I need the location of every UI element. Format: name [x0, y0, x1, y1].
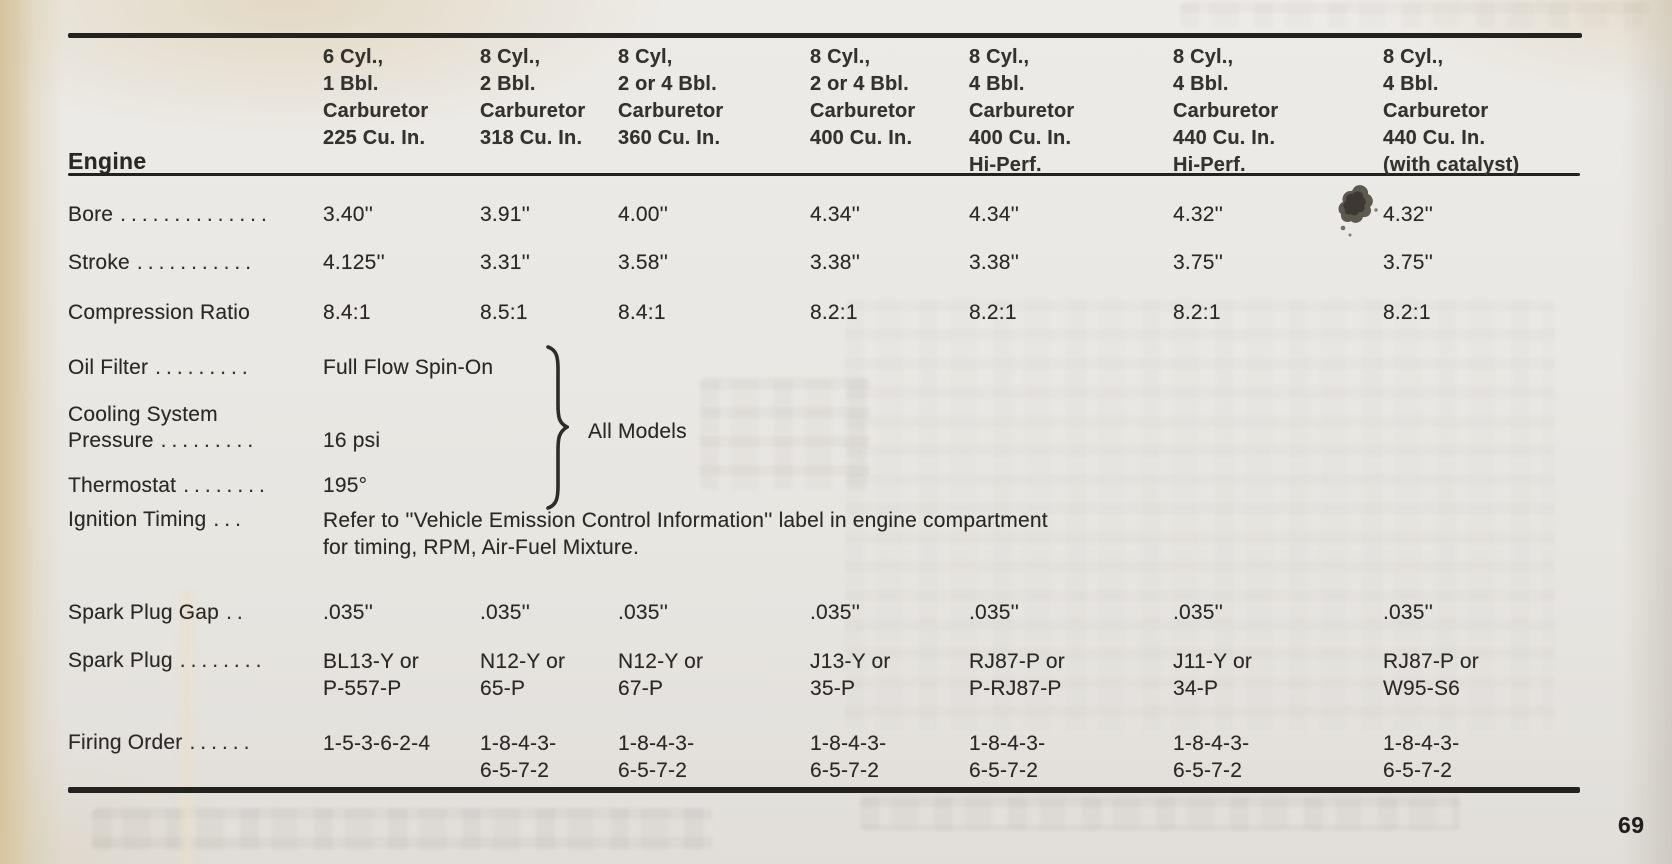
leader-dots: ...........: [136, 251, 257, 274]
spec-row-thermostat: Thermostat........ 195°: [68, 473, 1608, 499]
column-header-225: 6 Cyl., 1 Bbl. Carburetor 225 Cu. In.: [323, 46, 429, 149]
bleed-through-texture: [92, 808, 712, 850]
row-label: Compression Ratio: [68, 301, 250, 324]
spec-value: 4.32'': [1173, 203, 1224, 226]
spec-value: 4.00'': [618, 203, 669, 226]
spec-value: 1-8-4-3- 6-5-7-2: [480, 732, 557, 782]
spec-value: 1-8-4-3- 6-5-7-2: [1383, 732, 1460, 782]
spec-row-spark-plug-gap: Spark Plug Gap.. .035'' .035'' .035'' .0…: [68, 600, 1608, 626]
spec-value: .035'': [1383, 601, 1434, 624]
leader-dots: .........: [160, 429, 259, 452]
ink-blot-icon: [1338, 185, 1378, 237]
spec-value: BL13-Y or P-557-P: [323, 650, 419, 700]
spec-value: Full Flow Spin-On: [323, 356, 494, 379]
spec-value: 1-8-4-3- 6-5-7-2: [969, 732, 1046, 782]
table-top-rule: [68, 33, 1582, 38]
spec-value: 3.75'': [1173, 251, 1224, 274]
bleed-through-texture: [860, 796, 1460, 830]
spec-value: 4.32'': [1383, 203, 1434, 226]
spec-value: 3.58'': [618, 251, 669, 274]
leader-dots: .........: [155, 356, 253, 379]
row-label: Spark Plug........: [68, 649, 267, 672]
spec-value: J13-Y or 35-P: [810, 650, 891, 700]
spec-value: .035'': [323, 601, 374, 624]
row-label: Cooling System Pressure.........: [68, 403, 259, 452]
spec-value: 3.91'': [480, 203, 531, 226]
spec-value: N12-Y or 65-P: [480, 650, 566, 700]
spec-value: 16 psi: [323, 429, 381, 452]
spec-value: 1-8-4-3- 6-5-7-2: [1173, 732, 1250, 782]
column-header-440-hiperf: 8 Cyl., 4 Bbl. Carburetor 440 Cu. In. Hi-Per…: [1173, 46, 1279, 176]
spec-value: 4.34'': [969, 203, 1020, 226]
spec-value: 8.2:1: [1383, 301, 1431, 324]
spec-value: 8.4:1: [618, 301, 666, 324]
leader-dots: ...: [213, 508, 246, 531]
spec-value: 1-8-4-3- 6-5-7-2: [810, 732, 887, 782]
leader-dots: ........: [179, 649, 267, 672]
leader-dots: ......: [189, 731, 255, 754]
spec-value: J11-Y or 34-P: [1173, 650, 1253, 700]
column-header-400-hiperf: 8 Cyl., 4 Bbl. Carburetor 400 Cu. In. Hi-Per…: [969, 46, 1075, 176]
spec-value: 4.34'': [810, 203, 861, 226]
spec-value: 3.75'': [1383, 251, 1434, 274]
column-header-360: 8 Cyl, 2 or 4 Bbl. Carburetor 360 Cu. In.: [618, 46, 724, 149]
spec-row-cooling-system-pressure: Cooling System Pressure......... 16 psi: [68, 402, 1608, 454]
spec-value: .035'': [1173, 601, 1224, 624]
leader-dots: ..............: [120, 203, 272, 226]
table-bottom-rule: [68, 787, 1580, 793]
spec-row-ignition-timing: Ignition Timing... Refer to ''Vehicle Em…: [68, 507, 1608, 561]
section-title: Engine: [68, 148, 147, 174]
column-header-400: 8 Cyl., 2 or 4 Bbl. Carburetor 400 Cu. In.: [810, 46, 916, 149]
spec-value: 8.4:1: [323, 301, 371, 324]
spec-row-firing-order: Firing Order...... 1-5-3-6-2-4 1-8-4-3- 6…: [68, 730, 1608, 784]
row-label: Thermostat........: [68, 474, 270, 497]
spec-value: N12-Y or 67-P: [618, 650, 704, 700]
spec-row-oil-filter: Oil Filter......... Full Flow Spin-On: [68, 355, 1608, 381]
leader-dots: ..: [226, 601, 248, 624]
row-label: Stroke...........: [68, 251, 257, 274]
spec-row-stroke: Stroke........... 4.125'' 3.31'' 3.58'' …: [68, 250, 1608, 276]
curly-brace-icon: [546, 345, 571, 510]
paper-crease: [176, 590, 198, 864]
spec-value: .035'': [810, 601, 861, 624]
table-header-rule: [68, 173, 1580, 176]
spec-value: Refer to ''Vehicle Emission Control Info…: [323, 509, 1048, 559]
all-models-brace: [543, 345, 571, 515]
table-header: Engine 6 Cyl., 1 Bbl. Carburetor 225 Cu. In…: [68, 44, 1608, 179]
leader-dots: ........: [183, 474, 270, 497]
all-models-note: All Models: [588, 420, 687, 443]
ink-blot: [1332, 182, 1382, 247]
spec-value: 8.2:1: [1173, 301, 1221, 324]
spec-value: RJ87-P or W95-S6: [1383, 650, 1479, 700]
row-label: Bore..............: [68, 203, 272, 226]
spec-value: 8.2:1: [810, 301, 858, 324]
spec-value: .035'': [618, 601, 669, 624]
spec-value: 195°: [323, 474, 368, 497]
spec-value: 4.125'': [323, 251, 385, 274]
spec-value: 8.2:1: [969, 301, 1017, 324]
spec-row-compression-ratio: Compression Ratio 8.4:1 8.5:1 8.4:1 8.2:…: [68, 300, 1608, 326]
spec-row-bore: Bore.............. 3.40'' 3.91'' 4.00'' …: [68, 202, 1608, 228]
row-label: Firing Order......: [68, 731, 255, 754]
spec-value: RJ87-P or P-RJ87-P: [969, 650, 1065, 700]
spec-value: 3.38'': [969, 251, 1020, 274]
page-number: 69: [1618, 812, 1645, 838]
spec-value: 1-5-3-6-2-4: [323, 732, 431, 755]
spec-value: 3.31'': [480, 251, 531, 274]
column-header-440-catalyst: 8 Cyl., 4 Bbl. Carburetor 440 Cu. In. (with …: [1383, 46, 1520, 176]
row-label: Oil Filter.........: [68, 356, 253, 379]
spec-value: 3.40'': [323, 203, 374, 226]
column-header-318: 8 Cyl., 2 Bbl. Carburetor 318 Cu. In.: [480, 46, 586, 149]
bleed-through-texture: [1180, 2, 1650, 28]
row-label: Ignition Timing...: [68, 508, 246, 531]
spec-row-spark-plug: Spark Plug........ BL13-Y or P-557-P N12-…: [68, 648, 1608, 702]
spec-value: 8.5:1: [480, 301, 528, 324]
row-label: Spark Plug Gap..: [68, 601, 248, 624]
spec-value: 3.38'': [810, 251, 861, 274]
spec-value: .035'': [969, 601, 1020, 624]
spec-value: 1-8-4-3- 6-5-7-2: [618, 732, 695, 782]
spec-value: .035'': [480, 601, 531, 624]
